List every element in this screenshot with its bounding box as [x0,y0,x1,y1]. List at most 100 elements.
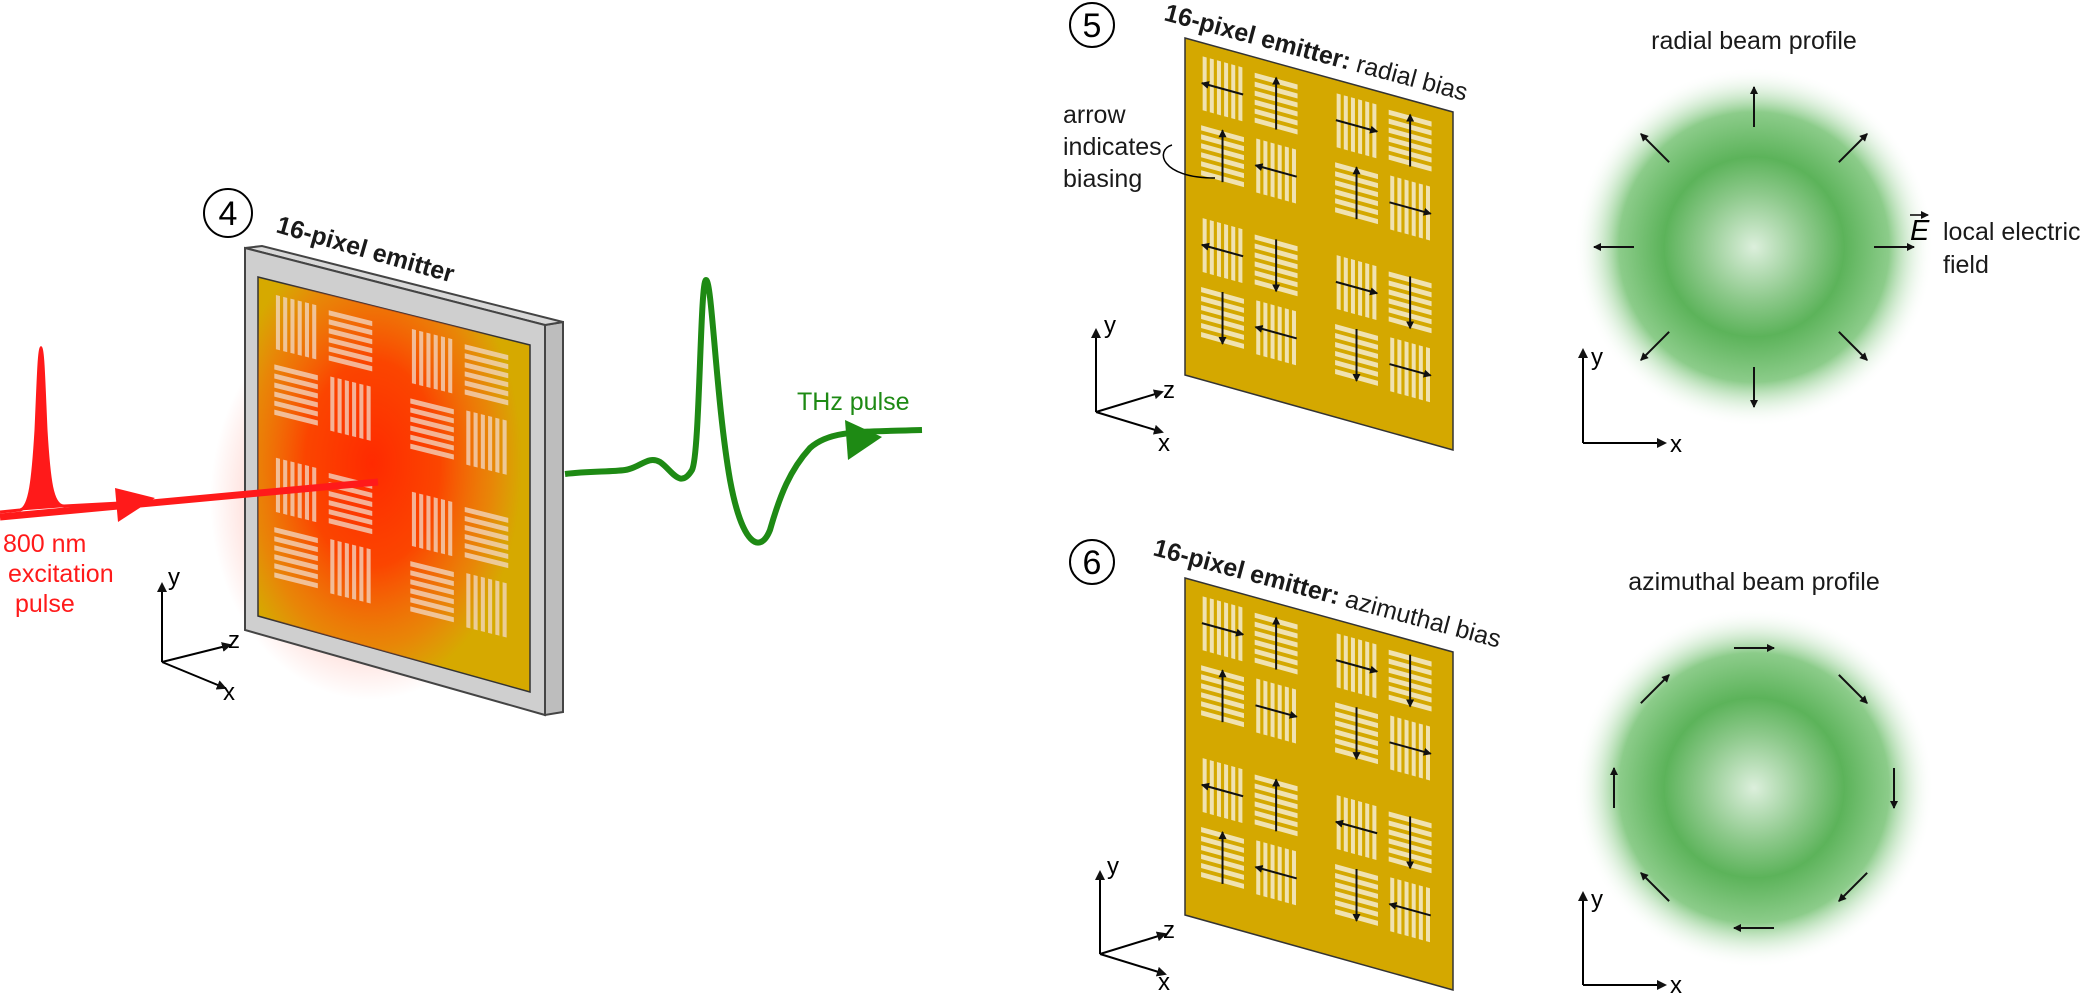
emitter-pixel [1201,125,1244,188]
emitter-substrate-azimuthal [1184,577,1454,991]
emitter-pixel [1200,758,1244,824]
emitter-pixel [1255,678,1298,744]
excitation-label-2: excitation [8,560,114,588]
radial-profile-title: radial beam profile [1651,27,1857,55]
bias-arrow [1335,280,1379,296]
arrow-note-3: biasing [1063,165,1142,193]
emitter-pixel [1200,218,1244,284]
field-arrow [1838,133,1868,163]
emitter-pixel [1388,109,1432,172]
step-4-circle [203,188,253,238]
bias-arrow [1254,163,1298,178]
axis-x-5: x [1158,430,1170,457]
emitter-pixel [1201,827,1244,889]
emitter-pixel [411,491,453,557]
axes-6: y x z [1095,853,1175,994]
step-5-number: 5 [1083,7,1102,45]
emitter-pixel [1335,162,1378,225]
emitter-pixel [274,364,318,426]
radial-field-arrows [1593,86,1915,408]
bias-arrow [1334,819,1378,835]
emitter-pixel [1201,287,1244,349]
excitation-label-1: 800 nm [3,530,86,558]
emitter-pixel [1389,175,1432,241]
emitter-pixel [1335,864,1378,926]
bias-arrow [1255,704,1298,719]
emitter-pixel [1254,234,1298,297]
axis-z-6: z [1163,917,1175,944]
emitter-pixel [1388,649,1432,712]
bias-arrow [1254,325,1298,340]
excitation-spot [258,277,530,692]
emitter-pixel [328,310,373,372]
step-6-circle [1069,539,1115,585]
axes-4: y x z [157,564,240,706]
field-arrow [1838,674,1868,704]
axis-y-5: y [1104,312,1116,339]
emitter-pixel [464,506,509,569]
emitter-pixel [1389,337,1432,403]
azimuthal-pixels [1200,596,1432,943]
bias-arrow [1201,622,1245,637]
emitter-pixel [275,295,317,360]
axes-5: y x z [1091,312,1175,457]
excitation-pulse-shape [0,345,121,514]
bias-arrow [1388,902,1432,917]
emitter-pixel [1200,56,1244,122]
panel-6: 6 16-pixel emitter: azimuthal bias y x z… [1069,534,1934,994]
efield-symbol: E [1910,215,1930,247]
emitter-pixel [1335,93,1379,159]
emitter-pixel [330,539,371,604]
emitter-pixel [1389,715,1432,781]
axes-5b: y x [1578,344,1682,458]
emitter-pixel [1335,702,1378,765]
emitter-pixel [1335,324,1378,386]
emitter-pixels [274,295,509,638]
bias-arrow [1389,201,1432,216]
bias-arrow [1335,659,1379,674]
field-arrow [1640,133,1670,163]
bias-arrow [1200,242,1244,258]
axis-y-4: y [168,564,180,591]
emitter-pixel [1254,72,1298,135]
field-arrow [1640,872,1670,902]
axis-x-6: x [1158,969,1170,994]
bias-arrow [1200,81,1244,96]
emitter-pixel [1201,665,1244,728]
arrow-note-2: indicates [1063,133,1162,161]
step-6-number: 6 [1083,544,1102,582]
emitter-pixel [1201,596,1245,662]
arrow-note-1: arrow [1063,101,1126,129]
panel-4: 4 16-pixel emitter 800 nm excitation pul… [0,188,923,717]
thz-label: THz pulse [797,388,910,416]
emitter-pixel [274,527,318,589]
efield-legend: E local electric field [1910,211,2081,279]
bias-arrow [1254,865,1298,880]
emitter-pixel [466,573,507,638]
step-4-number: 4 [219,195,238,233]
emitter-pixel [1254,300,1298,366]
axis-y-5b: y [1591,344,1603,371]
emitter-pixel [1254,612,1298,675]
field-arrow [1838,872,1868,902]
emitter-pixel [464,344,509,406]
efield-label-2: field [1943,251,1989,279]
bias-arrow [1389,741,1432,756]
axis-z-4: z [228,627,240,654]
azimuthal-field-arrows [1610,644,1898,932]
emitter-pixel [1335,633,1379,699]
axis-x-4: x [223,679,235,706]
emitter-pixel [1254,138,1298,204]
emitter-pixel [1334,795,1378,861]
field-arrow [1640,331,1670,361]
emitter-pixel [411,329,453,394]
axis-x-5b: x [1670,431,1682,458]
radial-pixels [1200,56,1432,403]
axes-6b: y x [1578,886,1682,994]
panel-5: 5 16-pixel emitter: radial bias arrow in… [1063,0,2081,458]
emitter-pixel [1335,255,1379,321]
emitter-pixel [1254,774,1298,837]
emitter-pixel [466,410,507,475]
thz-waveform [564,276,923,546]
